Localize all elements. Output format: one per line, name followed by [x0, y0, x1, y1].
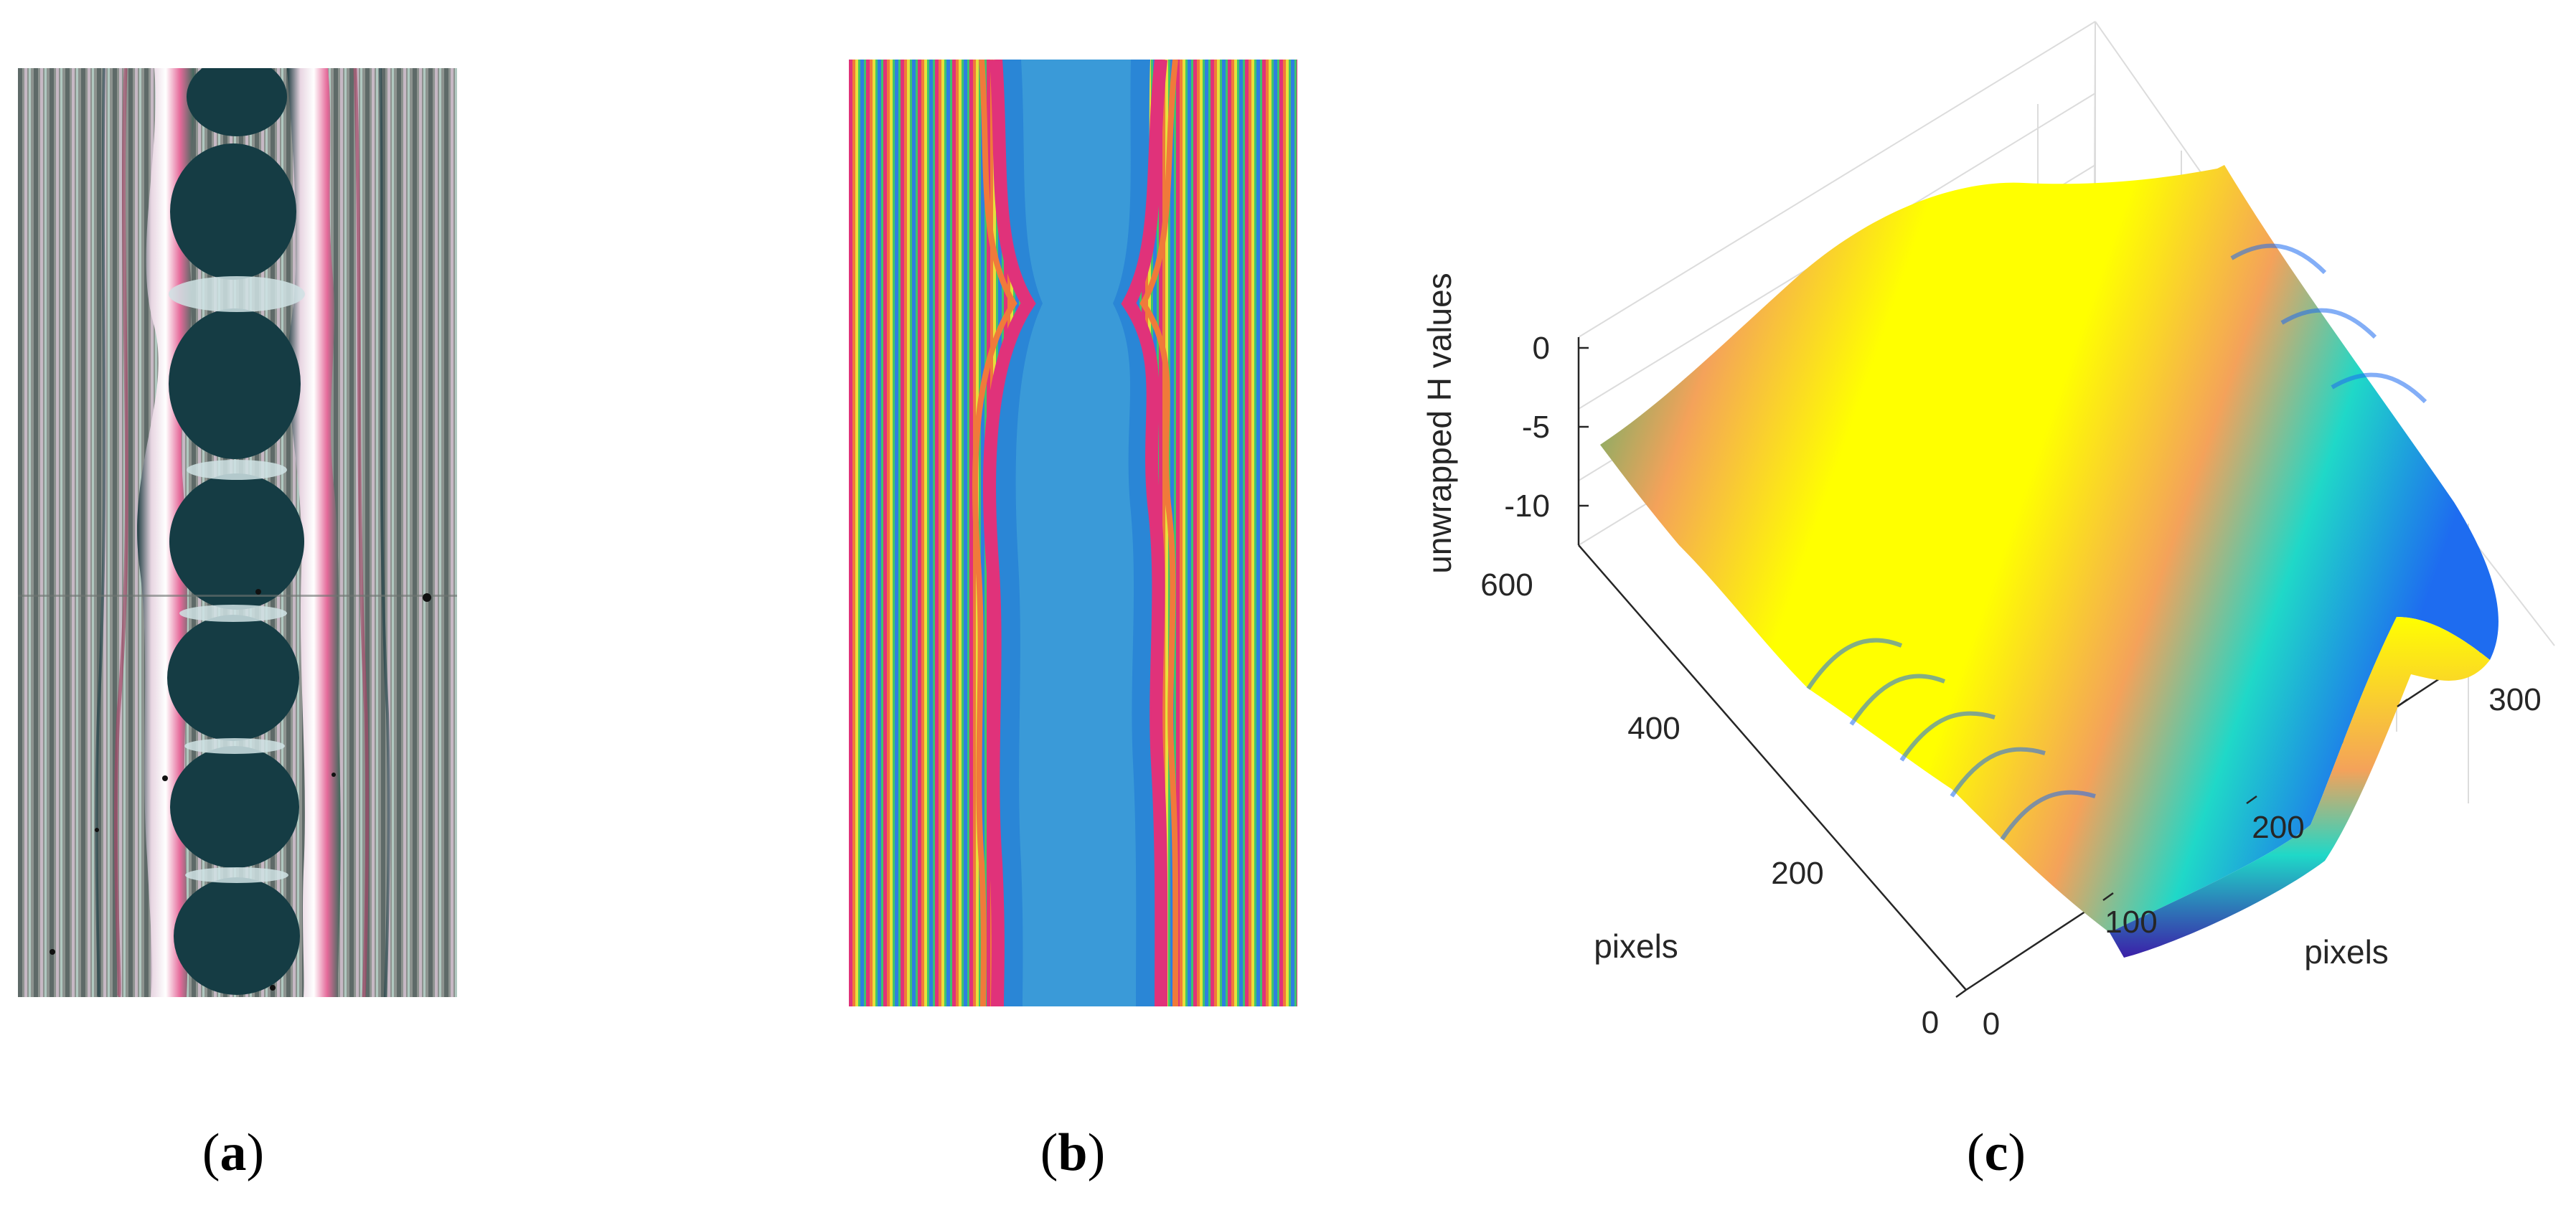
y-tick-label: 400 — [1627, 711, 1680, 746]
panel-c-surface-plot: 0 -5 -10 0 200 400 600 0 100 200 300 unw… — [1406, 0, 2576, 1090]
interferogram-image — [18, 57, 457, 999]
y-axis-label: pixels — [1594, 928, 1678, 965]
y-tick-label: 200 — [1771, 856, 1823, 891]
x-axis-label: pixels — [2304, 933, 2389, 971]
caption-c: (c) — [1966, 1123, 2026, 1182]
surface — [1600, 165, 2499, 958]
tick-marks — [1579, 346, 2408, 999]
z-tick-label: 0 — [1533, 331, 1550, 366]
z-tick-label: -5 — [1522, 410, 1550, 445]
wrapped-phase-map — [849, 59, 1297, 1007]
y-tick-label: 0 — [1922, 1005, 1939, 1040]
x-tick-label: 100 — [2105, 905, 2157, 940]
z-tick-label: -10 — [1504, 488, 1550, 524]
x-tick-label: 300 — [2488, 682, 2541, 717]
x-tick-label: 200 — [2252, 810, 2304, 845]
surface-chart: 0 -5 -10 0 200 400 600 0 100 200 300 unw… — [1421, 21, 2555, 1042]
panel-a-interferogram-image — [18, 57, 457, 999]
z-axis-label: unwrapped H values — [1421, 273, 1458, 573]
caption-a: (a) — [202, 1123, 265, 1182]
panel-b-phase-map — [849, 59, 1297, 1007]
caption-b: (b) — [1040, 1123, 1106, 1182]
x-tick-label: 0 — [1983, 1006, 2000, 1042]
y-tick-label: 600 — [1480, 567, 1533, 603]
